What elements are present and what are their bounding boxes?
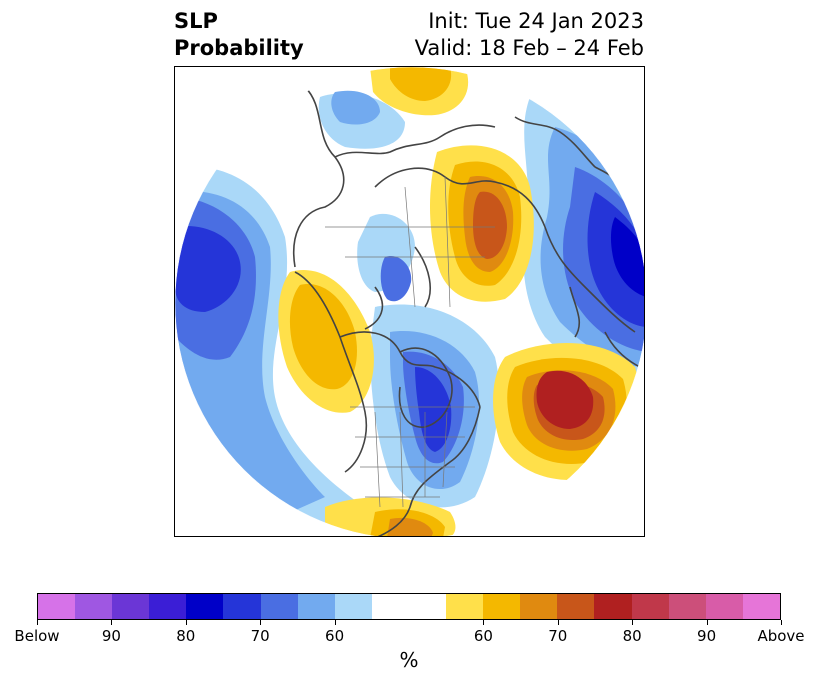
colorbar-cell (483, 594, 521, 619)
below-region-asia (610, 217, 644, 297)
title-variable: SLP (174, 9, 218, 33)
colorbar-unit-label: % (399, 648, 419, 672)
probability-field (175, 67, 644, 536)
colorbar-tick-mark (185, 620, 187, 625)
colorbar-tick-label: 70 (250, 627, 270, 645)
colorbar-tick-mark (781, 620, 782, 625)
map-title: SLP Probability (174, 8, 304, 62)
colorbar-tick-mark (483, 620, 485, 625)
above-region-europe (390, 67, 452, 101)
below-region-arctic (380, 256, 412, 302)
colorbar-cell (557, 594, 595, 619)
colorbar-cell (446, 594, 484, 619)
init-date: Init: Tue 24 Jan 2023 (428, 9, 644, 33)
map-dates: Init: Tue 24 Jan 2023 Valid: 18 Feb – 24… (415, 8, 644, 62)
colorbar-tick-mark (632, 620, 634, 625)
below-region-canada (415, 367, 452, 452)
colorbar-tick-mark (260, 620, 262, 625)
colorbar-cell (520, 594, 558, 619)
colorbar-cell (742, 594, 780, 619)
polar-map (175, 67, 644, 536)
map-panel (174, 66, 645, 537)
colorbar-cell (668, 594, 706, 619)
borders (325, 176, 495, 508)
colorbar-tick-mark (37, 620, 38, 625)
colorbar-cell (223, 594, 261, 619)
below-region-pacific (175, 226, 241, 312)
above-region-mexico (387, 517, 433, 536)
colorbar-cell (112, 594, 150, 619)
colorbar-cell (149, 594, 187, 619)
colorbar-tick-label: 70 (548, 627, 568, 645)
colorbar-tick-mark (111, 620, 113, 625)
colorbar-tick-mark (334, 620, 336, 625)
colorbar-tick-label: 90 (101, 627, 121, 645)
colorbar (37, 593, 781, 620)
above-region-alaska (289, 284, 357, 390)
colorbar-cell (594, 594, 632, 619)
colorbar-tick-label: 80 (176, 627, 196, 645)
colorbar-cell (371, 594, 409, 619)
colorbar-tick-label: 60 (473, 627, 493, 645)
coastlines (293, 86, 641, 536)
colorbar-cell (260, 594, 298, 619)
colorbar-tick-label: Below (14, 627, 60, 645)
colorbar-cell (408, 594, 447, 619)
colorbar-tick-label: Above (757, 627, 805, 645)
colorbar-tick-mark (557, 620, 559, 625)
below-region-arctic (331, 90, 380, 125)
above-region-atlantic (536, 370, 594, 429)
colorbar-cell (705, 594, 743, 619)
colorbar-cell (297, 594, 335, 619)
colorbar-cell (75, 594, 113, 619)
colorbar-tick-label: 60 (325, 627, 345, 645)
title-product: Probability (174, 36, 304, 60)
colorbar-cell (334, 594, 372, 619)
colorbar-cell (631, 594, 669, 619)
valid-range: Valid: 18 Feb – 24 Feb (414, 36, 644, 60)
colorbar-cell (186, 594, 224, 619)
colorbar-tick-label: 90 (697, 627, 717, 645)
colorbar-tick-label: 80 (622, 627, 642, 645)
colorbar-tick-mark (706, 620, 708, 625)
colorbar-cell (38, 594, 76, 619)
above-region-siberia (473, 191, 507, 259)
